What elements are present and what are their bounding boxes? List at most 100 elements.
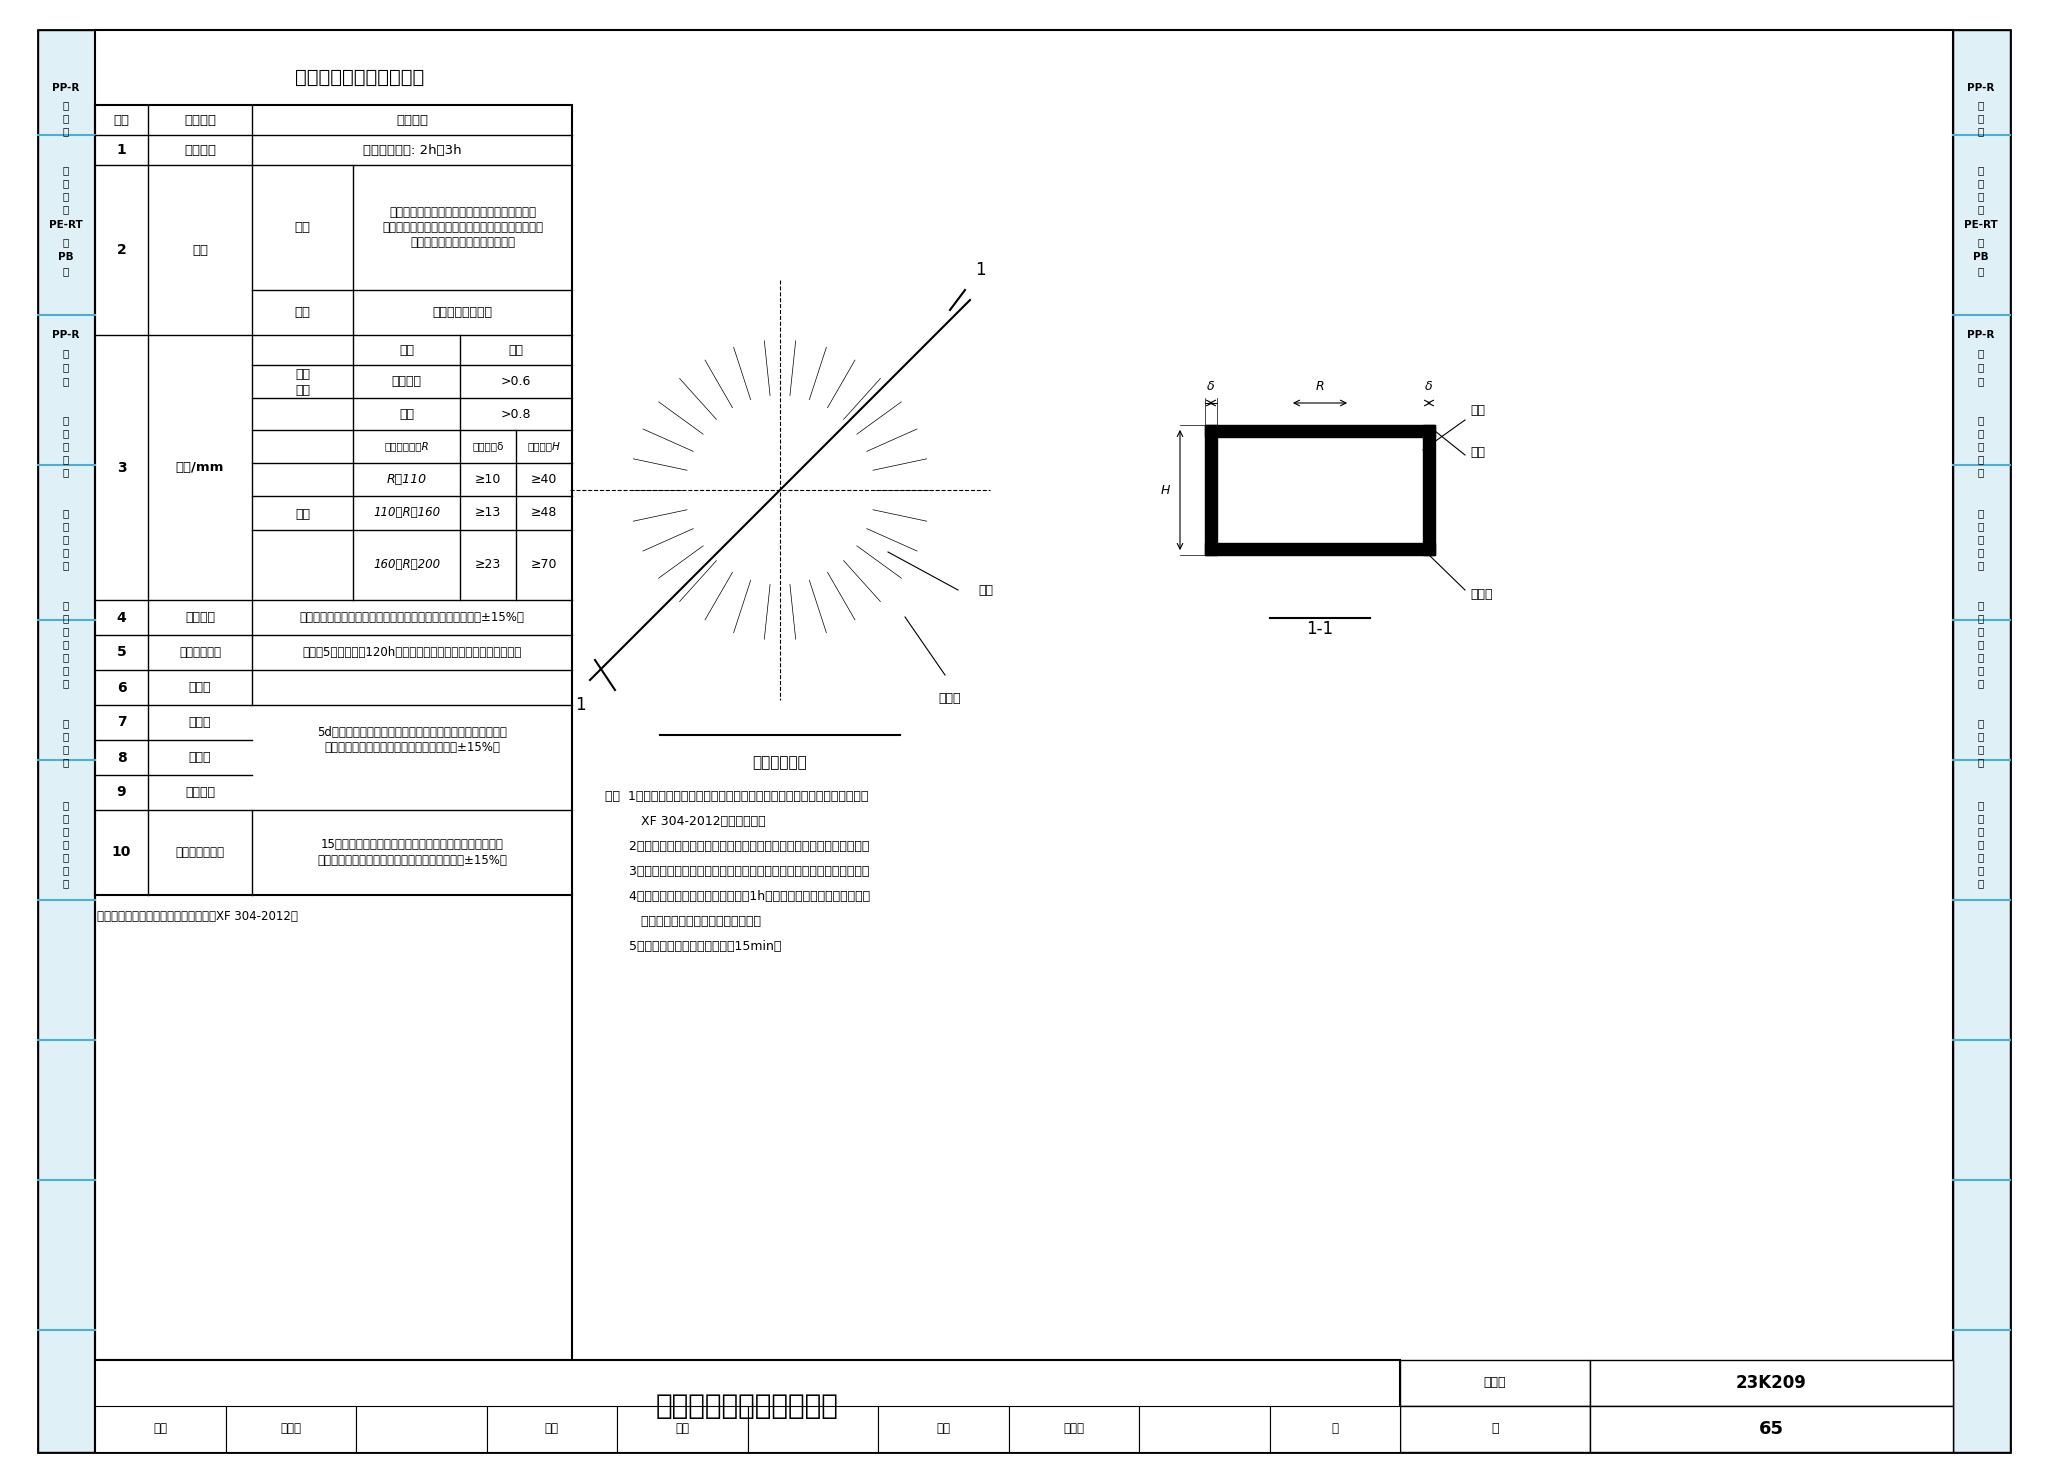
Text: δ: δ — [1206, 379, 1214, 393]
Text: 1: 1 — [117, 142, 127, 157]
Text: 合: 合 — [63, 178, 70, 188]
Text: 膨胀性能: 膨胀性能 — [184, 611, 215, 624]
Text: 支: 支 — [63, 744, 70, 754]
Text: 管: 管 — [1978, 467, 1985, 477]
Text: 道: 道 — [1978, 731, 1985, 741]
Bar — [1204, 425, 1436, 437]
Text: 偿: 偿 — [1978, 652, 1985, 662]
Text: 、: 、 — [63, 237, 70, 247]
Text: 壳体: 壳体 — [979, 584, 993, 596]
Text: 方: 方 — [63, 665, 70, 674]
Text: 合: 合 — [63, 113, 70, 123]
Text: 钢: 钢 — [63, 508, 70, 519]
Text: 塑: 塑 — [1978, 428, 1985, 439]
Text: 道: 道 — [1978, 814, 1985, 823]
Text: 序号: 序号 — [113, 114, 129, 126]
Text: 方: 方 — [1978, 665, 1985, 674]
Text: 设: 设 — [63, 877, 70, 888]
Text: PP-R: PP-R — [53, 330, 80, 339]
Text: 敷: 敷 — [63, 865, 70, 874]
Text: 阻火圈的性能及规格尺寸: 阻火圈的性能及规格尺寸 — [655, 1392, 840, 1420]
Text: ≥40: ≥40 — [530, 473, 557, 486]
Text: 韩启龙: 韩启龙 — [1063, 1423, 1083, 1436]
Text: 芯材: 芯材 — [295, 305, 311, 319]
Text: 钢: 钢 — [1978, 508, 1985, 519]
Text: 架: 架 — [1978, 757, 1985, 768]
Text: 管: 管 — [1978, 376, 1985, 385]
Text: 管: 管 — [1978, 265, 1985, 276]
Bar — [1217, 437, 1288, 542]
Text: PP-R: PP-R — [1968, 83, 1995, 93]
Text: 式: 式 — [63, 677, 70, 688]
Text: 材质: 材质 — [399, 344, 414, 357]
Bar — [1204, 542, 1436, 554]
Bar — [1401, 1360, 1589, 1406]
Bar — [1423, 425, 1436, 554]
Text: 3．阻火圈的物理和化学性能应满足本页左表中的各项技术指标的要求。: 3．阻火圈的物理和化学性能应满足本页左表中的各项技术指标的要求。 — [604, 865, 868, 877]
Text: 壳体不应出现缺角、断裂、脱焊等现象；表面不
应出现肉眼可见的锈迹和锈点；有覆盖层的其覆盖层
不应出现断裂、剥落或脱皮现象。: 壳体不应出现缺角、断裂、脱焊等现象；表面不 应出现肉眼可见的锈迹和锈点；有覆盖层… — [383, 206, 543, 249]
Bar — [39, 30, 94, 1452]
Text: 合: 合 — [63, 547, 70, 557]
Text: PE-RT: PE-RT — [1964, 219, 1999, 230]
Text: 检验项目: 检验项目 — [184, 114, 215, 126]
Text: 尺寸/mm: 尺寸/mm — [176, 461, 223, 474]
Text: 敷: 敷 — [1978, 865, 1985, 874]
Text: 6: 6 — [117, 680, 127, 695]
Text: 芯材厚度δ: 芯材厚度δ — [473, 442, 504, 452]
Text: 15次试验后，芯材不溶胀、不开裂、不粉化，试验后测得
芯材的膨胀体积与初始膨胀体积的偏差不应大于±15%。: 15次试验后，芯材不溶胀、不开裂、不粉化，试验后测得 芯材的膨胀体积与初始膨胀体… — [317, 839, 508, 867]
Text: 7: 7 — [117, 716, 127, 729]
Text: 管: 管 — [1978, 800, 1985, 811]
Text: 道: 道 — [1978, 614, 1985, 622]
Bar — [1352, 437, 1423, 542]
Text: 5．阻火圈的封堵时间不应大于15min。: 5．阻火圈的封堵时间不应大于15min。 — [604, 940, 782, 953]
Text: 壳体经5个周期，共120h的盐雾腐蚀实验后，其外观无明显变化。: 壳体经5个周期，共120h的盐雾腐蚀实验后，其外观无明显变化。 — [303, 646, 522, 659]
Text: 耐盐雾腐蚀性: 耐盐雾腐蚀性 — [178, 646, 221, 659]
Bar — [879, 1406, 1008, 1452]
Text: 芯材高度H: 芯材高度H — [528, 442, 561, 452]
Bar — [94, 1360, 1401, 1452]
Text: 图集号: 图集号 — [1483, 1377, 1505, 1390]
Text: 注：  1．阻火圈的产品质量应满足国家消防救援行业标准《塑料管道阻火圈》: 注： 1．阻火圈的产品质量应满足国家消防救援行业标准《塑料管道阻火圈》 — [604, 790, 868, 803]
Text: 耐火性能: 耐火性能 — [184, 144, 215, 157]
Text: 芯材的初始膨胀体积与企业公布的膨胀体积的偏差不应大于±15%。: 芯材的初始膨胀体积与企业公布的膨胀体积的偏差不应大于±15%。 — [299, 611, 524, 624]
Bar — [1401, 1406, 1589, 1452]
Text: 合: 合 — [1978, 547, 1985, 557]
Text: 管: 管 — [1978, 126, 1985, 136]
Text: 螺栓孔: 螺栓孔 — [938, 692, 961, 705]
Text: 布: 布 — [1978, 825, 1985, 836]
Bar — [94, 105, 571, 1360]
Text: 补: 补 — [63, 639, 70, 649]
Bar — [94, 1406, 225, 1452]
Text: 8: 8 — [117, 750, 127, 765]
Text: 管: 管 — [1978, 717, 1985, 728]
Text: 、: 、 — [1978, 237, 1985, 247]
Text: 芯材: 芯材 — [1470, 405, 1485, 416]
Text: 1: 1 — [575, 697, 586, 714]
Bar — [616, 1406, 748, 1452]
Text: PE-RT: PE-RT — [49, 219, 82, 230]
Bar — [748, 1406, 879, 1452]
Text: 耐水性: 耐水性 — [188, 682, 211, 694]
Bar — [487, 1406, 616, 1452]
Text: 热: 热 — [1978, 625, 1985, 636]
Text: 余应清: 余应清 — [281, 1423, 301, 1436]
Text: 阻火圈的物理和化学性能: 阻火圈的物理和化学性能 — [295, 68, 424, 87]
Text: 65: 65 — [1759, 1420, 1784, 1438]
Text: 管: 管 — [63, 376, 70, 385]
Text: 4: 4 — [117, 611, 127, 624]
Text: 注：本表数据摘自《塑料管道阻火圈》XF 304-2012。: 注：本表数据摘自《塑料管道阻火圈》XF 304-2012。 — [96, 910, 297, 923]
Text: 稳: 稳 — [63, 348, 70, 359]
Text: 塑: 塑 — [1978, 522, 1985, 531]
Text: 道: 道 — [63, 731, 70, 741]
Text: 与: 与 — [63, 852, 70, 863]
Text: 其他: 其他 — [399, 408, 414, 421]
Text: 铝: 铝 — [63, 415, 70, 425]
Text: 4．阻火圈的最低耐火极限不应低于1h，且耐火极限不低于阻火圈安装: 4．阻火圈的最低耐火极限不应低于1h，且耐火极限不低于阻火圈安装 — [604, 891, 870, 903]
Text: 衬: 衬 — [63, 205, 70, 213]
Text: 道: 道 — [63, 814, 70, 823]
Text: >0.6: >0.6 — [502, 375, 530, 388]
Text: ≥48: ≥48 — [530, 507, 557, 520]
Text: PP-R: PP-R — [1968, 330, 1995, 339]
Text: 审核: 审核 — [154, 1423, 168, 1436]
Text: 管: 管 — [63, 467, 70, 477]
